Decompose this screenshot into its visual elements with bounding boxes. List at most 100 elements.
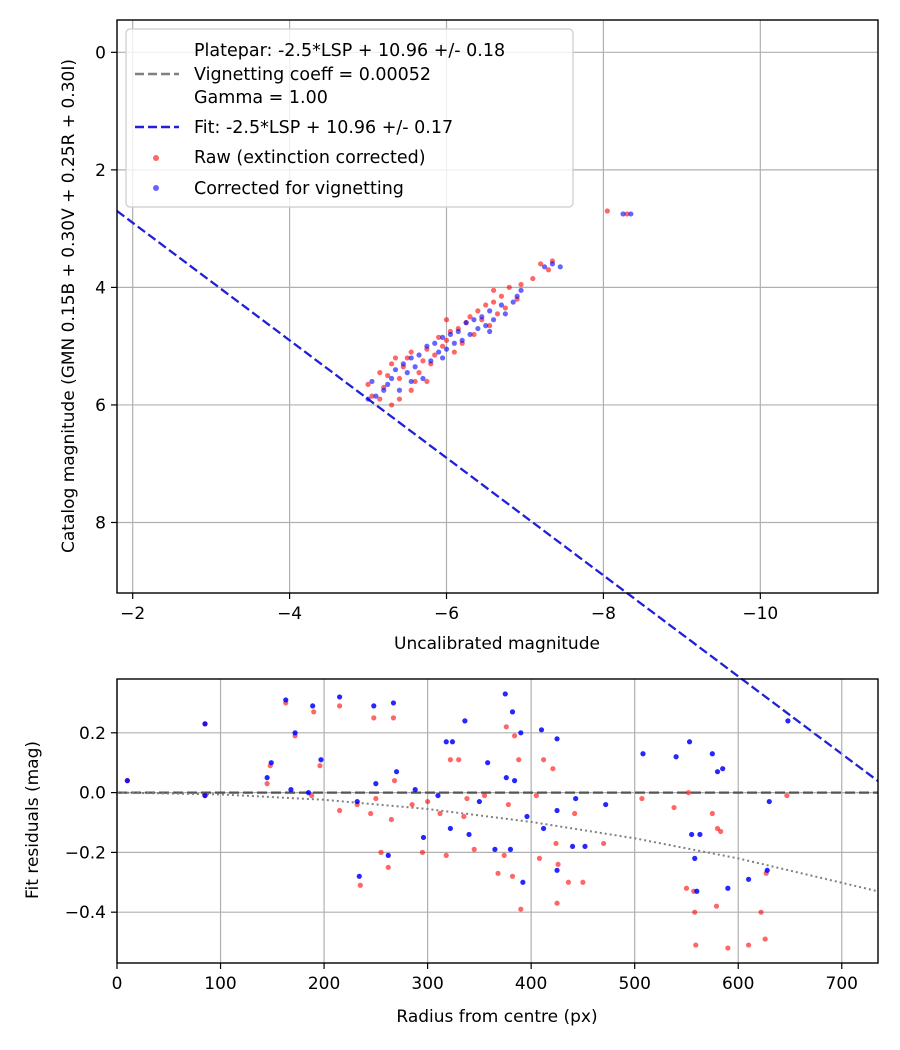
bot-corrected-point <box>443 739 449 745</box>
top-corrected-point <box>475 325 481 332</box>
bot-raw-point <box>580 879 586 885</box>
bot-raw-point <box>540 757 547 763</box>
bot-corrected-point <box>569 843 576 850</box>
bot-corrected-point <box>356 873 362 879</box>
bot-corrected-point <box>292 730 298 736</box>
bot-corrected-point <box>540 825 547 832</box>
bot-corrected-point <box>385 852 391 858</box>
bot-corrected-point <box>502 691 508 697</box>
top-corrected-point <box>549 261 556 267</box>
bot-raw-point <box>550 766 556 772</box>
bot-raw-point <box>516 757 522 763</box>
bot-corrected-point <box>538 727 545 733</box>
top-raw-point <box>467 314 473 320</box>
top-x-tick-label: −6 <box>434 604 459 624</box>
top-raw-point <box>498 293 505 299</box>
bot-raw-point <box>409 801 415 808</box>
bot-corrected-point <box>686 739 693 745</box>
bot-raw-point <box>505 801 511 808</box>
bot-corrected-point <box>492 846 498 853</box>
top-corrected-point <box>541 264 548 270</box>
bot-raw-point <box>762 936 768 942</box>
bot-corrected-point <box>373 781 379 787</box>
top-raw-point <box>624 211 630 217</box>
bot-raw-point <box>425 798 431 805</box>
top-corrected-point <box>620 211 626 217</box>
top-raw-point <box>471 331 477 338</box>
top-raw-point <box>451 349 457 355</box>
top-raw-point <box>432 352 438 358</box>
top-raw-point <box>443 337 450 343</box>
bot-corrected-point <box>371 703 377 709</box>
bottom-scatter-points <box>124 691 791 951</box>
bot-raw-point <box>501 852 507 858</box>
bot-x-tick-label: 700 <box>826 974 858 994</box>
bottom-x-axis-label: Radius from centre (px) <box>396 1007 597 1027</box>
top-corrected-point <box>557 264 563 270</box>
bot-raw-point <box>536 855 543 861</box>
top-raw-point <box>424 378 430 385</box>
bot-raw-point <box>671 804 677 811</box>
top-corrected-point <box>428 358 434 364</box>
bot-corrected-point <box>511 778 518 784</box>
bot-corrected-point <box>264 775 270 781</box>
top-x-tick-label: −8 <box>591 604 616 624</box>
top-corrected-point <box>443 346 450 352</box>
bot-corrected-point <box>449 739 456 745</box>
top-x-tick-label: −4 <box>277 604 302 624</box>
top-corrected-point <box>412 364 418 370</box>
top-raw-point <box>475 308 481 314</box>
top-corrected-point <box>463 320 469 326</box>
top-corrected-point <box>381 387 387 393</box>
bot-raw-point <box>693 942 699 948</box>
bot-corrected-point <box>518 730 524 736</box>
top-corrected-point <box>518 287 524 293</box>
bot-corrected-point <box>640 751 646 757</box>
legend-fit-label: Fit: -2.5*LSP + 10.96 +/- 0.17 <box>194 118 453 138</box>
bottom-reference-lines <box>116 791 879 893</box>
bot-corrected-point <box>766 798 772 805</box>
bot-raw-point <box>639 795 645 802</box>
top-raw-point <box>388 402 395 408</box>
bot-raw-point <box>437 810 443 817</box>
legend-raw-label: Raw (extinction corrected) <box>194 148 426 168</box>
top-corrected-point <box>436 349 442 355</box>
top-raw-point <box>494 311 501 317</box>
bot-raw-point <box>385 864 391 870</box>
top-raw-point <box>388 361 395 367</box>
bottom-y-ticks: 0.2 0.0 −0.2 −0.4 <box>65 724 117 923</box>
top-corrected-point <box>483 323 489 329</box>
top-corrected-point <box>385 381 391 387</box>
bot-corrected-point <box>694 888 700 894</box>
bot-raw-point <box>464 795 470 802</box>
legend-raw-marker <box>153 155 159 161</box>
bot-raw-point <box>456 757 462 763</box>
top-scatter-points <box>365 208 634 408</box>
bot-corrected-point <box>318 757 324 763</box>
bot-raw-point <box>692 909 698 915</box>
bot-raw-point <box>758 909 764 915</box>
top-raw-point <box>530 275 536 282</box>
top-raw-point <box>518 281 524 288</box>
top-raw-point <box>436 334 442 340</box>
top-raw-point <box>538 261 544 267</box>
top-plot-frame <box>116 19 879 594</box>
top-y-tick-label: 6 <box>95 396 106 416</box>
bot-corrected-point <box>202 721 208 727</box>
top-raw-point <box>420 358 426 364</box>
vignetting-curve <box>116 791 879 893</box>
bot-corrected-point <box>554 736 560 742</box>
bot-x-tick-label: 500 <box>618 974 650 994</box>
bot-raw-point <box>784 792 790 799</box>
bot-corrected-point <box>354 798 360 805</box>
bot-raw-point <box>371 715 377 721</box>
top-raw-point <box>490 287 497 293</box>
top-corrected-point <box>479 314 485 320</box>
top-raw-point <box>483 302 489 308</box>
bot-raw-point <box>447 757 453 763</box>
top-x-ticks: −2 −4 −6 −8 −10 <box>120 593 778 624</box>
bot-corrected-point <box>692 855 698 861</box>
top-raw-point <box>487 323 493 329</box>
bot-raw-point <box>443 852 449 858</box>
top-corrected-point <box>369 378 375 385</box>
